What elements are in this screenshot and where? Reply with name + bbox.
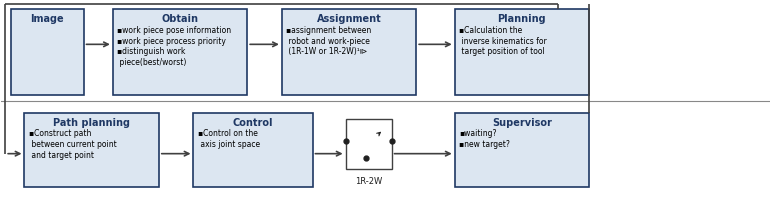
Text: ▪Control on the
 axis joint space: ▪Control on the axis joint space <box>198 129 260 149</box>
Text: Assignment: Assignment <box>317 14 382 24</box>
FancyBboxPatch shape <box>455 113 589 187</box>
Text: Obtain: Obtain <box>161 14 198 24</box>
FancyBboxPatch shape <box>113 9 247 95</box>
Text: ▪Construct path
 between current point
 and target point: ▪Construct path between current point an… <box>29 129 116 160</box>
Text: ▪Calculation the
 inverse kinematics for
 target position of tool: ▪Calculation the inverse kinematics for … <box>460 26 547 56</box>
FancyBboxPatch shape <box>345 119 392 169</box>
FancyBboxPatch shape <box>455 9 589 95</box>
Text: Image: Image <box>30 14 64 24</box>
Text: 1R-2W: 1R-2W <box>355 177 382 186</box>
Text: ▪waiting?
▪new target?: ▪waiting? ▪new target? <box>460 129 510 149</box>
Text: ▪work piece pose information
▪work piece process priority
▪distinguish work
 pie: ▪work piece pose information ▪work piece… <box>117 26 231 67</box>
FancyBboxPatch shape <box>281 9 416 95</box>
Text: Path planning: Path planning <box>53 118 130 128</box>
Text: Control: Control <box>233 118 273 128</box>
Text: ▪assignment between
 robot and work-piece
 (1R-1W or 1R-2W)¹⧐: ▪assignment between robot and work-piece… <box>286 26 372 56</box>
FancyBboxPatch shape <box>194 113 312 187</box>
FancyBboxPatch shape <box>25 113 159 187</box>
Text: Supervisor: Supervisor <box>492 118 552 128</box>
Text: Planning: Planning <box>497 14 546 24</box>
FancyBboxPatch shape <box>11 9 83 95</box>
